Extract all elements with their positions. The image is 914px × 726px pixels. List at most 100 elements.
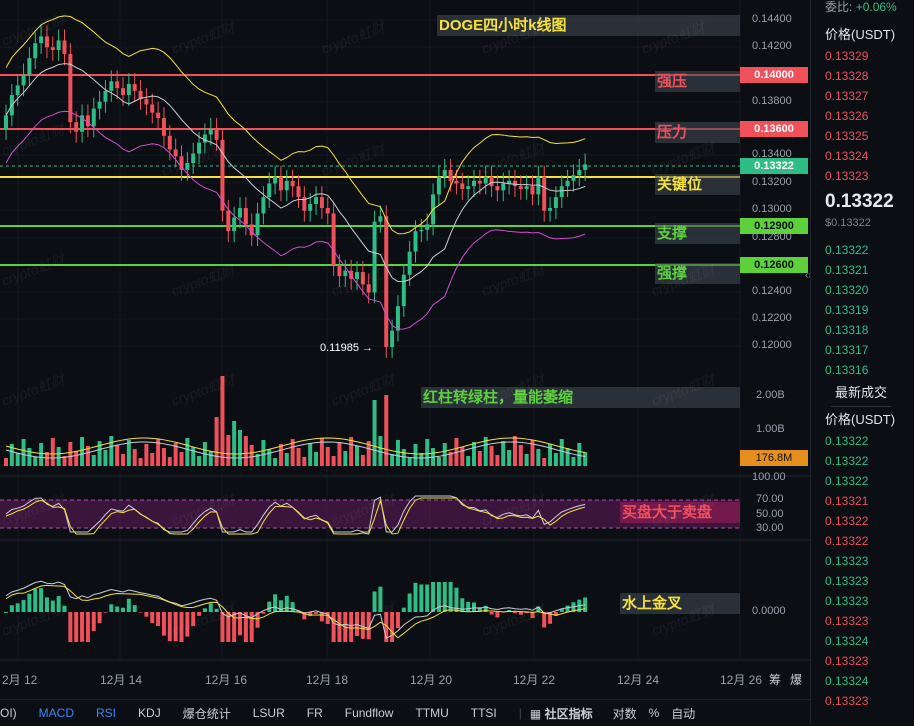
candle-body [127,84,131,95]
candle-body [367,284,371,292]
macd-bar [414,583,418,612]
percent-toggle[interactable]: % [649,706,660,720]
volume-bar [490,446,494,466]
candle-body [261,197,265,213]
volume-bar [68,442,72,466]
price-row[interactable]: 0.13322 [811,451,914,471]
log-toggle[interactable]: 对数 [613,705,637,722]
volume-bar [425,439,429,466]
price-row[interactable]: 0.13322 [811,531,914,551]
candle-body [74,122,78,132]
macd-bar [291,602,295,612]
candle-body [279,177,283,191]
candle-body [51,47,55,50]
price-row[interactable]: 0.13318 [811,320,914,340]
auto-toggle[interactable]: 自动 [671,705,695,722]
candle-body [425,224,429,229]
price-row[interactable]: 0.13325 [811,126,914,146]
candle-body [402,275,406,306]
candle-body [531,186,535,194]
volume-bar [115,445,119,466]
tab-liquidation[interactable]: 爆仓统计 [183,705,231,722]
rsi-axis-100: 100.00 [752,471,786,483]
macd-bar [127,599,131,612]
candle-body [501,184,505,191]
candle-body [560,186,564,197]
community-indicator-button[interactable]: ▦ 社区指标 [530,705,593,722]
support-label: 支撑 [655,223,740,244]
candle-body [121,88,125,95]
candle-body [244,208,248,224]
chip-distribution-button[interactable]: 筹 [769,671,781,688]
price-row[interactable]: 0.13322 [811,431,914,451]
tab-ttsi[interactable]: TTSI [471,706,497,720]
tab-rsi[interactable]: RSI [96,706,116,720]
price-row[interactable]: 0.13321 [811,491,914,511]
price-row[interactable]: 0.13323 [811,571,914,591]
price-row[interactable]: 0.13324 [811,631,914,651]
macd-bar [115,607,119,612]
macd-bar [542,612,546,627]
volume-bar [308,443,312,466]
price-row[interactable]: 0.13323 [811,611,914,631]
macd-bar [402,608,406,612]
candle-body [109,81,113,91]
volume-bar [343,451,347,466]
volume-bar [466,456,470,466]
macd-bar [92,612,96,631]
boll-lower-line [6,111,585,329]
price-row[interactable]: 0.13327 [811,86,914,106]
tab-kdj[interactable]: KDJ [138,706,161,720]
candle-body [22,75,26,86]
tab-oi[interactable]: OI) [0,706,17,720]
price-row[interactable]: 0.13316 [811,360,914,380]
tab-macd[interactable]: MACD [39,706,74,720]
tab-ttmu[interactable]: TTMU [415,706,448,720]
macd-bar [150,612,154,623]
last-price-usd: $0.13322 [825,218,914,228]
resistance-label: 压力 [655,122,740,143]
resistance-price-tag: 0.13600 [740,121,808,137]
macd-bar [332,612,336,642]
price-row[interactable]: 0.13323 [811,166,914,186]
tab-lsur[interactable]: LSUR [253,706,285,720]
price-row[interactable]: 0.13319 [811,300,914,320]
price-row[interactable]: 0.13329 [811,46,914,66]
date-label: 12月 20 [410,671,452,688]
volume-bar [390,454,394,466]
candle-body [337,265,341,276]
price-row[interactable]: 0.13323 [811,591,914,611]
price-row[interactable]: 0.13328 [811,66,914,86]
volume-bar [250,445,254,466]
price-row[interactable]: 0.13323 [811,551,914,571]
price-row[interactable]: 0.13322 [811,471,914,491]
price-row[interactable]: 0.13322 [811,240,914,260]
ma-line [6,64,585,282]
tab-fundflow[interactable]: Fundflow [345,706,394,720]
volume-bar [326,447,330,466]
strong-resistance-price-tag: 0.14000 [740,67,808,83]
price-row[interactable]: 0.13324 [811,671,914,691]
price-row[interactable]: 0.13323 [811,691,914,711]
price-row[interactable]: 0.13317 [811,340,914,360]
candle-body [571,175,575,180]
price-row[interactable]: 0.13323 [811,651,914,671]
candle-body [86,115,90,126]
candle-body [320,197,324,208]
chart-title: DOGE四小时k线图 [437,15,740,36]
ratio-value: +0.06% [856,0,897,14]
candle-body [308,204,312,211]
price-row[interactable]: 0.13321 [811,260,914,280]
liquidation-button[interactable]: 爆 [790,671,802,688]
candle-body [185,163,189,170]
price-row[interactable]: 0.13326 [811,106,914,126]
candle-body [460,184,464,189]
tab-fr[interactable]: FR [307,706,323,720]
macd-bar [215,609,219,612]
price-row[interactable]: 0.13324 [811,146,914,166]
volume-bar [209,451,213,466]
volume-bar [180,452,184,466]
price-row[interactable]: 0.13320 [811,280,914,300]
strong-support-label: 强撑 [655,263,740,284]
price-row[interactable]: 0.13322 [811,511,914,531]
